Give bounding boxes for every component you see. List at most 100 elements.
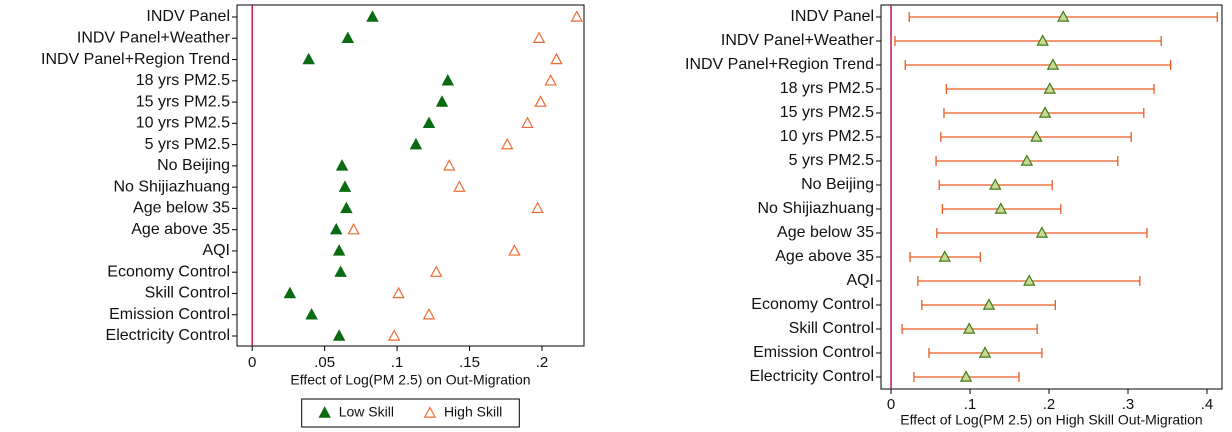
point (532, 31, 546, 43)
x-axis-title: Effect of Log(PM 2.5) on High Skill Out-… (900, 412, 1202, 428)
x-tick-label: .3 (1122, 396, 1135, 413)
point (982, 298, 996, 310)
point (962, 322, 976, 334)
y-tick-label: 18 yrs PM2.5 (136, 72, 230, 89)
y-tick-label: INDV Panel (146, 8, 230, 25)
y-tick-label: No Shijiazhuang (113, 178, 230, 195)
x-axis-title: Effect of Log(PM 2.5) on Out-Migration (290, 372, 530, 388)
point (1046, 58, 1060, 70)
point (521, 116, 534, 129)
plot-area (236, 4, 585, 347)
y-tick-label: 10 yrs PM2.5 (780, 128, 874, 145)
y-tick-label: Age below 35 (133, 200, 230, 217)
point (422, 307, 436, 320)
x-tick-label: .4 (1201, 396, 1214, 413)
y-tick-label: Electricity Control (750, 368, 874, 385)
y-tick-label: INDV Panel+Region Trend (41, 51, 230, 68)
legend-label: High Skill (444, 404, 502, 420)
point (570, 10, 583, 22)
y-tick-label: INDV Panel+Weather (77, 29, 231, 46)
point (387, 329, 401, 341)
point (1038, 106, 1052, 118)
point (500, 137, 514, 150)
point (959, 370, 973, 382)
y-tick-label: 15 yrs PM2.5 (136, 93, 230, 110)
point (435, 95, 449, 107)
y-tick-label: 18 yrs PM2.5 (780, 80, 874, 97)
legend-label: Low Skill (339, 404, 394, 420)
y-tick-label: 10 yrs PM2.5 (136, 115, 230, 132)
point (441, 74, 455, 86)
point (283, 286, 297, 299)
point (443, 159, 456, 171)
point (429, 265, 443, 277)
point (347, 222, 360, 235)
legend: Low Skill High Skill (301, 398, 520, 428)
y-tick-label: No Beijing (157, 157, 230, 174)
point (330, 222, 343, 235)
point (341, 31, 355, 43)
point (338, 180, 352, 192)
x-tick-label: .1 (964, 396, 977, 413)
y-tick-label: No Shijiazhuang (757, 200, 874, 217)
y-tick-label: Emission Control (109, 306, 230, 323)
x-tick-label: 0 (887, 396, 895, 413)
y-tick-label: No Beijing (801, 176, 874, 193)
point (302, 52, 315, 65)
point (978, 346, 992, 358)
point (534, 95, 547, 107)
point (508, 244, 521, 256)
x-tick-label: .1 (391, 354, 404, 371)
x-tick-label: .05 (314, 354, 335, 371)
x-tick-label: 0 (248, 354, 256, 371)
point (366, 10, 379, 22)
point (332, 329, 346, 341)
y-tick-label: Economy Control (751, 296, 874, 313)
point (1030, 130, 1043, 142)
x-tick-label: .15 (459, 354, 480, 371)
point (332, 244, 346, 256)
point (392, 286, 405, 299)
point (989, 178, 1002, 190)
point (340, 201, 353, 214)
y-tick-label: AQI (846, 272, 874, 289)
y-tick-label: 15 yrs PM2.5 (780, 104, 874, 121)
y-tick-label: Age above 35 (131, 221, 230, 238)
x-tick-label: .2 (536, 354, 549, 371)
plot-area (880, 4, 1223, 390)
y-tick-label: Emission Control (753, 344, 874, 361)
y-tick-label: Age above 35 (775, 248, 874, 265)
point (531, 201, 544, 214)
y-tick-label: INDV Panel (790, 8, 874, 25)
point (453, 180, 466, 192)
point (409, 137, 423, 150)
legend-box (301, 398, 520, 428)
point (422, 116, 436, 129)
point (1023, 274, 1036, 286)
x-tick-label: .2 (1043, 396, 1056, 413)
y-tick-label: INDV Panel+Region Trend (685, 56, 874, 73)
legend-marker (318, 406, 331, 418)
point (550, 52, 563, 65)
y-tick-label: INDV Panel+Weather (721, 32, 875, 49)
point (305, 307, 318, 320)
y-tick-label: Electricity Control (106, 327, 230, 344)
legend-marker (423, 406, 437, 418)
y-tick-label: Age below 35 (777, 224, 874, 241)
y-tick-label: Skill Control (789, 320, 874, 337)
y-tick-label: 5 yrs PM2.5 (789, 152, 874, 169)
point (1020, 154, 1034, 166)
y-tick-label: Skill Control (145, 285, 230, 302)
point (544, 74, 557, 86)
point (1043, 82, 1057, 94)
y-tick-label: 5 yrs PM2.5 (145, 136, 230, 153)
point (334, 265, 347, 277)
y-tick-label: Economy Control (107, 263, 230, 280)
point (335, 159, 349, 171)
point (1035, 226, 1049, 238)
y-tick-label: AQI (202, 242, 230, 259)
point (1036, 34, 1049, 46)
point (994, 202, 1008, 214)
point (938, 250, 951, 262)
